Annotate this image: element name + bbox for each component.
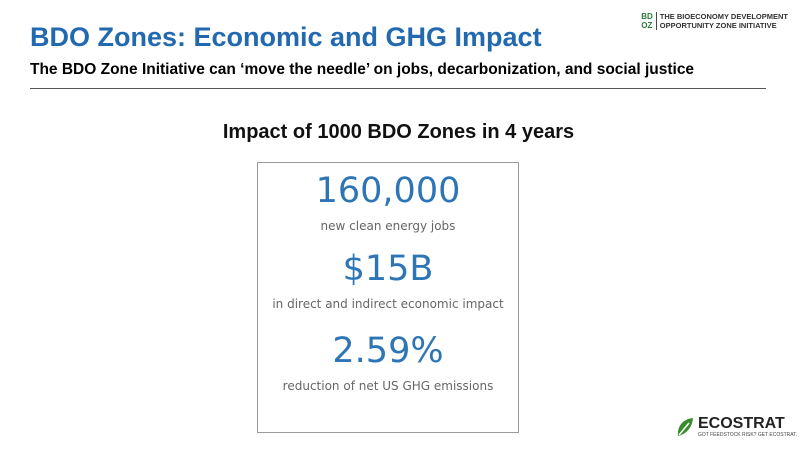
logo-line: THE BIOECONOMY DEVELOPMENT — [659, 12, 788, 21]
stat-label: new clean energy jobs — [320, 219, 456, 233]
ecostrat-logo: ECOSTRAT GOT FEEDSTOCK RISK? GET ECOSTRA… — [675, 416, 797, 438]
brand-name: ECOSTRAT — [698, 415, 785, 432]
stat: 160,000 new clean energy jobs — [258, 171, 518, 233]
bdoz-logo: BD OZ THE BIOECONOMY DEVELOPMENT OPPORTU… — [641, 12, 788, 30]
logo-mark: BD OZ — [641, 12, 657, 30]
stat-value: 2.59% — [332, 331, 444, 371]
stat-label: reduction of net US GHG emissions — [282, 379, 494, 393]
stat-value: 160,000 — [315, 171, 461, 211]
logo-mark-bottom: OZ — [641, 21, 653, 30]
stat-label: in direct and indirect economic impact — [272, 297, 504, 311]
logo-line: OPPORTUNITY ZONE INITIATIVE — [659, 21, 777, 30]
stat: 2.59% reduction of net US GHG emissions — [258, 331, 518, 393]
stat-value: $15B — [342, 249, 434, 289]
logo-text: THE BIOECONOMY DEVELOPMENT OPPORTUNITY Z… — [660, 12, 788, 30]
divider — [30, 88, 766, 89]
stat: $15B in direct and indirect economic impa… — [258, 249, 518, 311]
slide-subtitle: The BDO Zone Initiative can ‘move the ne… — [30, 61, 695, 78]
brand-tagline: GOT FEEDSTOCK RISK? GET ECOSTRAT. — [698, 432, 798, 438]
leaf-icon — [677, 418, 693, 436]
slide-title: BDO Zones: Economic and GHG Impact — [30, 22, 542, 52]
logo-mark-top: BD — [641, 12, 653, 21]
impact-box: 160,000 new clean energy jobs $15B in direc… — [257, 162, 519, 433]
impact-heading: Impact of 1000 BDO Zones in 4 years — [222, 121, 575, 143]
